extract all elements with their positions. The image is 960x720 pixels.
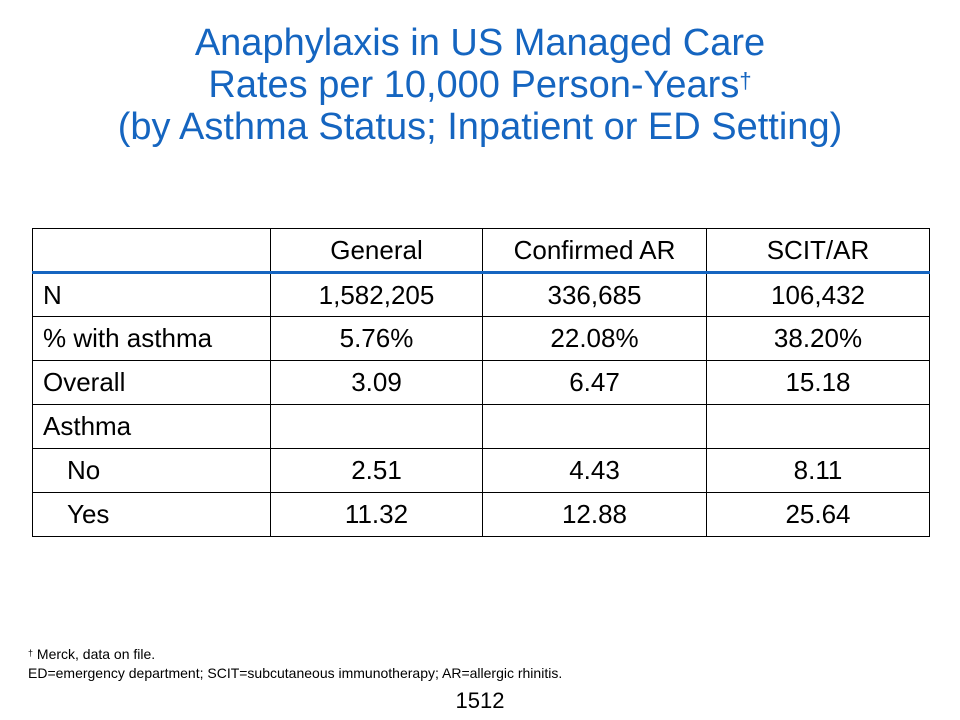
- table-cell: 12.88: [482, 492, 707, 537]
- table-row: Asthma: [32, 404, 930, 449]
- table-header-row: General Confirmed AR SCIT/AR: [32, 228, 930, 274]
- header-cell-general: General: [270, 228, 483, 274]
- table-cell: 4.43: [482, 448, 707, 493]
- table-row: N 1,582,205 336,685 106,432: [32, 272, 930, 317]
- table-row: % with asthma 5.76% 22.08% 38.20%: [32, 316, 930, 361]
- dagger-mark: †: [739, 68, 752, 93]
- title-line-2: Rates per 10,000 Person-Years†: [0, 64, 960, 106]
- header-cell-empty: [32, 228, 271, 274]
- header-cell-confirmed-ar: Confirmed AR: [482, 228, 707, 274]
- row-label: Overall: [32, 360, 271, 405]
- table-cell: [270, 404, 483, 449]
- table-cell: 6.47: [482, 360, 707, 405]
- row-label: Asthma: [32, 404, 271, 449]
- table-cell: 106,432: [706, 272, 930, 317]
- table-row: No 2.51 4.43 8.11: [32, 448, 930, 493]
- row-label: No: [32, 448, 271, 493]
- footnote-abbreviations: ED=emergency department; SCIT=subcutaneo…: [28, 665, 563, 681]
- footnote-source: † Merck, data on file.: [28, 645, 562, 664]
- footnote-source-text: Merck, data on file.: [33, 646, 156, 662]
- table-cell: 25.64: [706, 492, 930, 537]
- table-cell: 8.11: [706, 448, 930, 493]
- table-cell: 3.09: [270, 360, 483, 405]
- table-cell: 5.76%: [270, 316, 483, 361]
- row-label: % with asthma: [32, 316, 271, 361]
- footnotes: † Merck, data on file. ED=emergency depa…: [28, 645, 562, 683]
- table-cell: 1,582,205: [270, 272, 483, 317]
- title-line-2-text: Rates per 10,000 Person-Years: [208, 64, 740, 106]
- table-cell: 336,685: [482, 272, 707, 317]
- table-cell: 38.20%: [706, 316, 930, 361]
- table-cell: 22.08%: [482, 316, 707, 361]
- title-line-3: (by Asthma Status; Inpatient or ED Setti…: [117, 106, 843, 148]
- page-number: 1512: [455, 688, 505, 713]
- rates-table: General Confirmed AR SCIT/AR N 1,582,205…: [32, 228, 930, 537]
- title-line-1: Anaphylaxis in US Managed Care: [194, 22, 766, 64]
- header-cell-scit-ar: SCIT/AR: [706, 228, 930, 274]
- slide-title: Anaphylaxis in US Managed Care Rates per…: [0, 22, 960, 148]
- row-label: N: [32, 272, 271, 317]
- table-cell: 11.32: [270, 492, 483, 537]
- table-cell: 15.18: [706, 360, 930, 405]
- row-label: Yes: [32, 492, 271, 537]
- footnote-dagger: †: [28, 648, 34, 658]
- table-cell: [482, 404, 707, 449]
- table-row: Yes 11.32 12.88 25.64: [32, 492, 930, 537]
- table-cell: [706, 404, 930, 449]
- table-row: Overall 3.09 6.47 15.18: [32, 360, 930, 405]
- table-cell: 2.51: [270, 448, 483, 493]
